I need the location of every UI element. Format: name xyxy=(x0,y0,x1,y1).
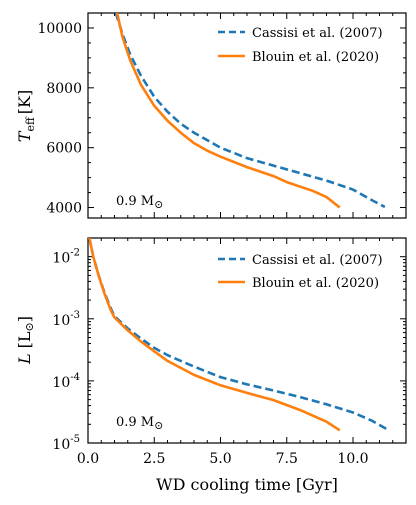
bottom-x-tick-label: 5.0 xyxy=(209,451,231,467)
top-plot-frame xyxy=(87,12,407,219)
x-axis-label: WD cooling time [Gyr] xyxy=(156,475,338,494)
bottom-x-tick-label: 0.0 xyxy=(77,451,99,467)
bottom-x-tick-label: 7.5 xyxy=(276,451,298,467)
top-series-line-0 xyxy=(114,13,386,209)
top-panel: 4000 6000 8000 10000 Teff[K] Cassisi et al.… xyxy=(15,12,407,219)
bottom-series-line-1 xyxy=(88,238,341,432)
bottom-x-tick-label: 10.0 xyxy=(337,451,368,467)
top-legend-label-cassisi: Cassisi et al. (2007) xyxy=(252,26,383,41)
bottom-y-axis-label: L[L⊙] xyxy=(15,316,36,365)
bottom-y-tick-label: 10-3 xyxy=(52,310,80,329)
bottom-y-tick-label: 10-5 xyxy=(52,434,80,453)
bottom-legend: Cassisi et al. (2007) Blouin et al. (202… xyxy=(218,253,383,291)
bottom-legend-label-cassisi: Cassisi et al. (2007) xyxy=(252,253,383,268)
bottom-mass-note: 0.9 M⊙ xyxy=(116,415,163,432)
top-legend-label-blouin: Blouin et al. (2020) xyxy=(252,50,379,65)
bottom-panel: 0.0 2.5 5.0 7.5 10.0 10-5 10-4 10-3 10-2 L[L⊙] C… xyxy=(15,237,407,494)
bottom-legend-label-blouin: Blouin et al. (2020) xyxy=(252,276,379,291)
bottom-plot-frame xyxy=(87,237,407,444)
top-ticks: 4000 6000 8000 10000 xyxy=(37,12,407,218)
bottom-ticks: 0.0 2.5 5.0 7.5 10.0 10-5 10-4 10-3 10-2 xyxy=(52,237,407,467)
bottom-y-tick-label: 10-2 xyxy=(52,248,80,267)
top-y-tick-label: 8000 xyxy=(46,81,82,97)
bottom-x-tick-label: 2.5 xyxy=(143,451,165,467)
bottom-y-tick-label: 10-4 xyxy=(52,372,80,391)
top-y-tick-label: 4000 xyxy=(46,201,82,217)
top-y-tick-label: 6000 xyxy=(46,141,82,157)
top-series-line-1 xyxy=(115,13,341,209)
top-y-tick-label: 10000 xyxy=(37,21,82,37)
top-series xyxy=(114,13,386,209)
top-y-axis-label: Teff[K] xyxy=(15,90,37,142)
top-mass-note: 0.9 M⊙ xyxy=(116,194,163,211)
top-legend: Cassisi et al. (2007) Blouin et al. (202… xyxy=(218,26,383,65)
bottom-series xyxy=(88,238,389,432)
